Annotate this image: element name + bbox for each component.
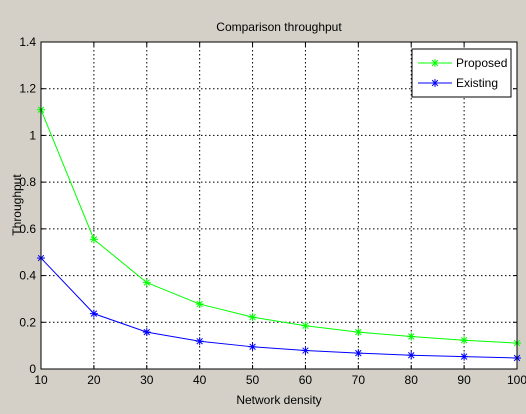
- data-point-proposed: [142, 278, 151, 287]
- data-point-proposed: [407, 332, 416, 341]
- chart-title: Comparison throughput: [216, 20, 342, 34]
- data-point-existing: [142, 328, 151, 337]
- y-tick-label: 1: [29, 128, 36, 142]
- data-point-proposed: [89, 235, 98, 244]
- legend-entry-proposed: Proposed: [418, 56, 507, 70]
- axis-ticks: 10 20 30 40 50 60 70 80 90 100 0 0.2 0.4 0.6 0.8 1 1.2 1.…: [19, 35, 526, 387]
- x-tick-label: 20: [87, 373, 101, 387]
- legend-label-existing: Existing: [456, 76, 498, 90]
- x-tick-label: 60: [299, 373, 313, 387]
- legend: Proposed Existing: [411, 48, 512, 98]
- x-tick-label: 50: [246, 373, 260, 387]
- y-tick-label: 0.6: [19, 222, 36, 236]
- data-point-existing: [89, 309, 98, 318]
- x-tick-label: 70: [352, 373, 366, 387]
- x-axis-label: Network density: [236, 393, 321, 407]
- data-point-existing: [407, 351, 416, 360]
- legend-marker-proposed: [431, 59, 439, 67]
- data-point-existing: [301, 346, 310, 355]
- data-point-proposed: [248, 313, 257, 322]
- data-point-existing: [460, 352, 469, 361]
- series-line-proposed: [40, 109, 518, 344]
- data-point-existing: [248, 342, 257, 351]
- data-point-proposed: [354, 328, 363, 337]
- data-point-proposed: [301, 321, 310, 330]
- data-point-existing: [354, 349, 363, 358]
- y-tick-label: 1.2: [19, 82, 36, 96]
- data-point-proposed: [460, 336, 469, 345]
- data-point-existing: [195, 337, 204, 346]
- data-point-proposed: [195, 300, 204, 309]
- x-tick-label: 100: [507, 373, 526, 387]
- y-tick-label: 0: [29, 362, 36, 376]
- y-tick-label: 0.2: [19, 315, 36, 329]
- y-tick-label: 0.4: [19, 269, 36, 283]
- y-axis-label: Throughput: [10, 174, 24, 236]
- legend-entry-existing: Existing: [418, 76, 498, 90]
- legend-marker-existing: [431, 79, 439, 87]
- plot-frame: [40, 41, 518, 370]
- legend-box: [411, 48, 512, 98]
- series-line-existing: [40, 257, 518, 359]
- x-tick-label: 80: [405, 373, 419, 387]
- y-tick-label: 1.4: [19, 35, 36, 49]
- y-tick-label: 0.8: [19, 175, 36, 189]
- x-tick-label: 30: [140, 373, 154, 387]
- x-tick-label: 40: [193, 373, 207, 387]
- legend-label-proposed: Proposed: [456, 56, 507, 70]
- x-tick-label: 10: [34, 373, 48, 387]
- x-tick-label: 90: [457, 373, 471, 387]
